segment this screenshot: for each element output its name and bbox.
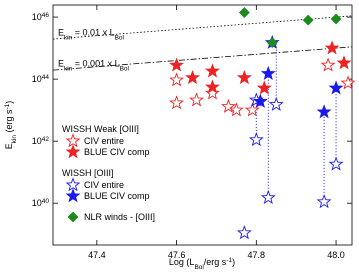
data-point bbox=[328, 156, 344, 171]
reference-line bbox=[53, 15, 352, 40]
data-point bbox=[340, 75, 356, 90]
x-tick-label: 48.0 bbox=[327, 250, 345, 260]
x-tick-label: 47.6 bbox=[168, 250, 186, 260]
legend-group: WISSH Weak [OIII] bbox=[62, 124, 139, 134]
data-point bbox=[228, 102, 244, 117]
data-point bbox=[244, 102, 260, 117]
legend-label: BLUE CIV comp bbox=[84, 147, 150, 157]
y-tick-label: 1040 bbox=[32, 198, 50, 209]
data-point bbox=[302, 14, 314, 26]
data-point bbox=[266, 37, 278, 49]
plot-frame bbox=[52, 4, 353, 246]
data-point bbox=[185, 70, 200, 85]
legend-marker bbox=[65, 133, 81, 148]
legend-marker bbox=[65, 144, 81, 159]
legend-marker bbox=[67, 211, 79, 223]
data-point bbox=[205, 63, 220, 78]
x-tick-label: 47.8 bbox=[248, 250, 266, 260]
legend-group: WISSH [OIII] bbox=[62, 168, 114, 178]
data-point bbox=[169, 57, 184, 72]
data-point bbox=[316, 194, 332, 209]
reference-label: Ekin = 0.001 x LBol bbox=[58, 59, 129, 73]
data-point bbox=[205, 85, 220, 100]
legend-label: BLUE CIV comp bbox=[84, 191, 150, 201]
x-tick-label: 47.4 bbox=[88, 250, 106, 260]
data-point bbox=[316, 104, 332, 119]
y-tick-label: 1042 bbox=[32, 136, 50, 147]
legend-label: CIV entire bbox=[84, 180, 124, 190]
data-point bbox=[205, 79, 220, 94]
legend-label: CIV entire bbox=[84, 136, 124, 146]
x-axis-label: Log (LBol/erg s-1) bbox=[169, 257, 235, 270]
data-point bbox=[260, 189, 276, 205]
data-point bbox=[260, 65, 276, 80]
reference-label: Ekin = 0.01 x LBol bbox=[58, 28, 124, 42]
data-point bbox=[169, 72, 184, 87]
data-point bbox=[320, 57, 336, 72]
data-point bbox=[248, 132, 264, 147]
data-point bbox=[169, 95, 184, 110]
legend-marker bbox=[65, 188, 81, 203]
data-point bbox=[236, 70, 252, 85]
data-point bbox=[238, 7, 250, 18]
data-point bbox=[221, 98, 236, 113]
legend-marker bbox=[65, 177, 81, 192]
data-point bbox=[189, 92, 204, 107]
data-point bbox=[268, 96, 284, 111]
legend-label: NLR winds - [OIII] bbox=[84, 212, 155, 222]
y-axis-label: Ekin (erg s-1) bbox=[4, 101, 18, 150]
data-point bbox=[336, 55, 352, 70]
data-point bbox=[328, 80, 344, 95]
y-tick-label: 1044 bbox=[32, 74, 50, 85]
data-point bbox=[330, 13, 342, 25]
reference-line bbox=[53, 46, 352, 71]
data-point bbox=[252, 93, 268, 108]
data-point bbox=[324, 40, 340, 55]
y-tick-label: 1046 bbox=[32, 12, 50, 23]
data-point bbox=[256, 80, 272, 95]
data-point bbox=[236, 225, 252, 240]
